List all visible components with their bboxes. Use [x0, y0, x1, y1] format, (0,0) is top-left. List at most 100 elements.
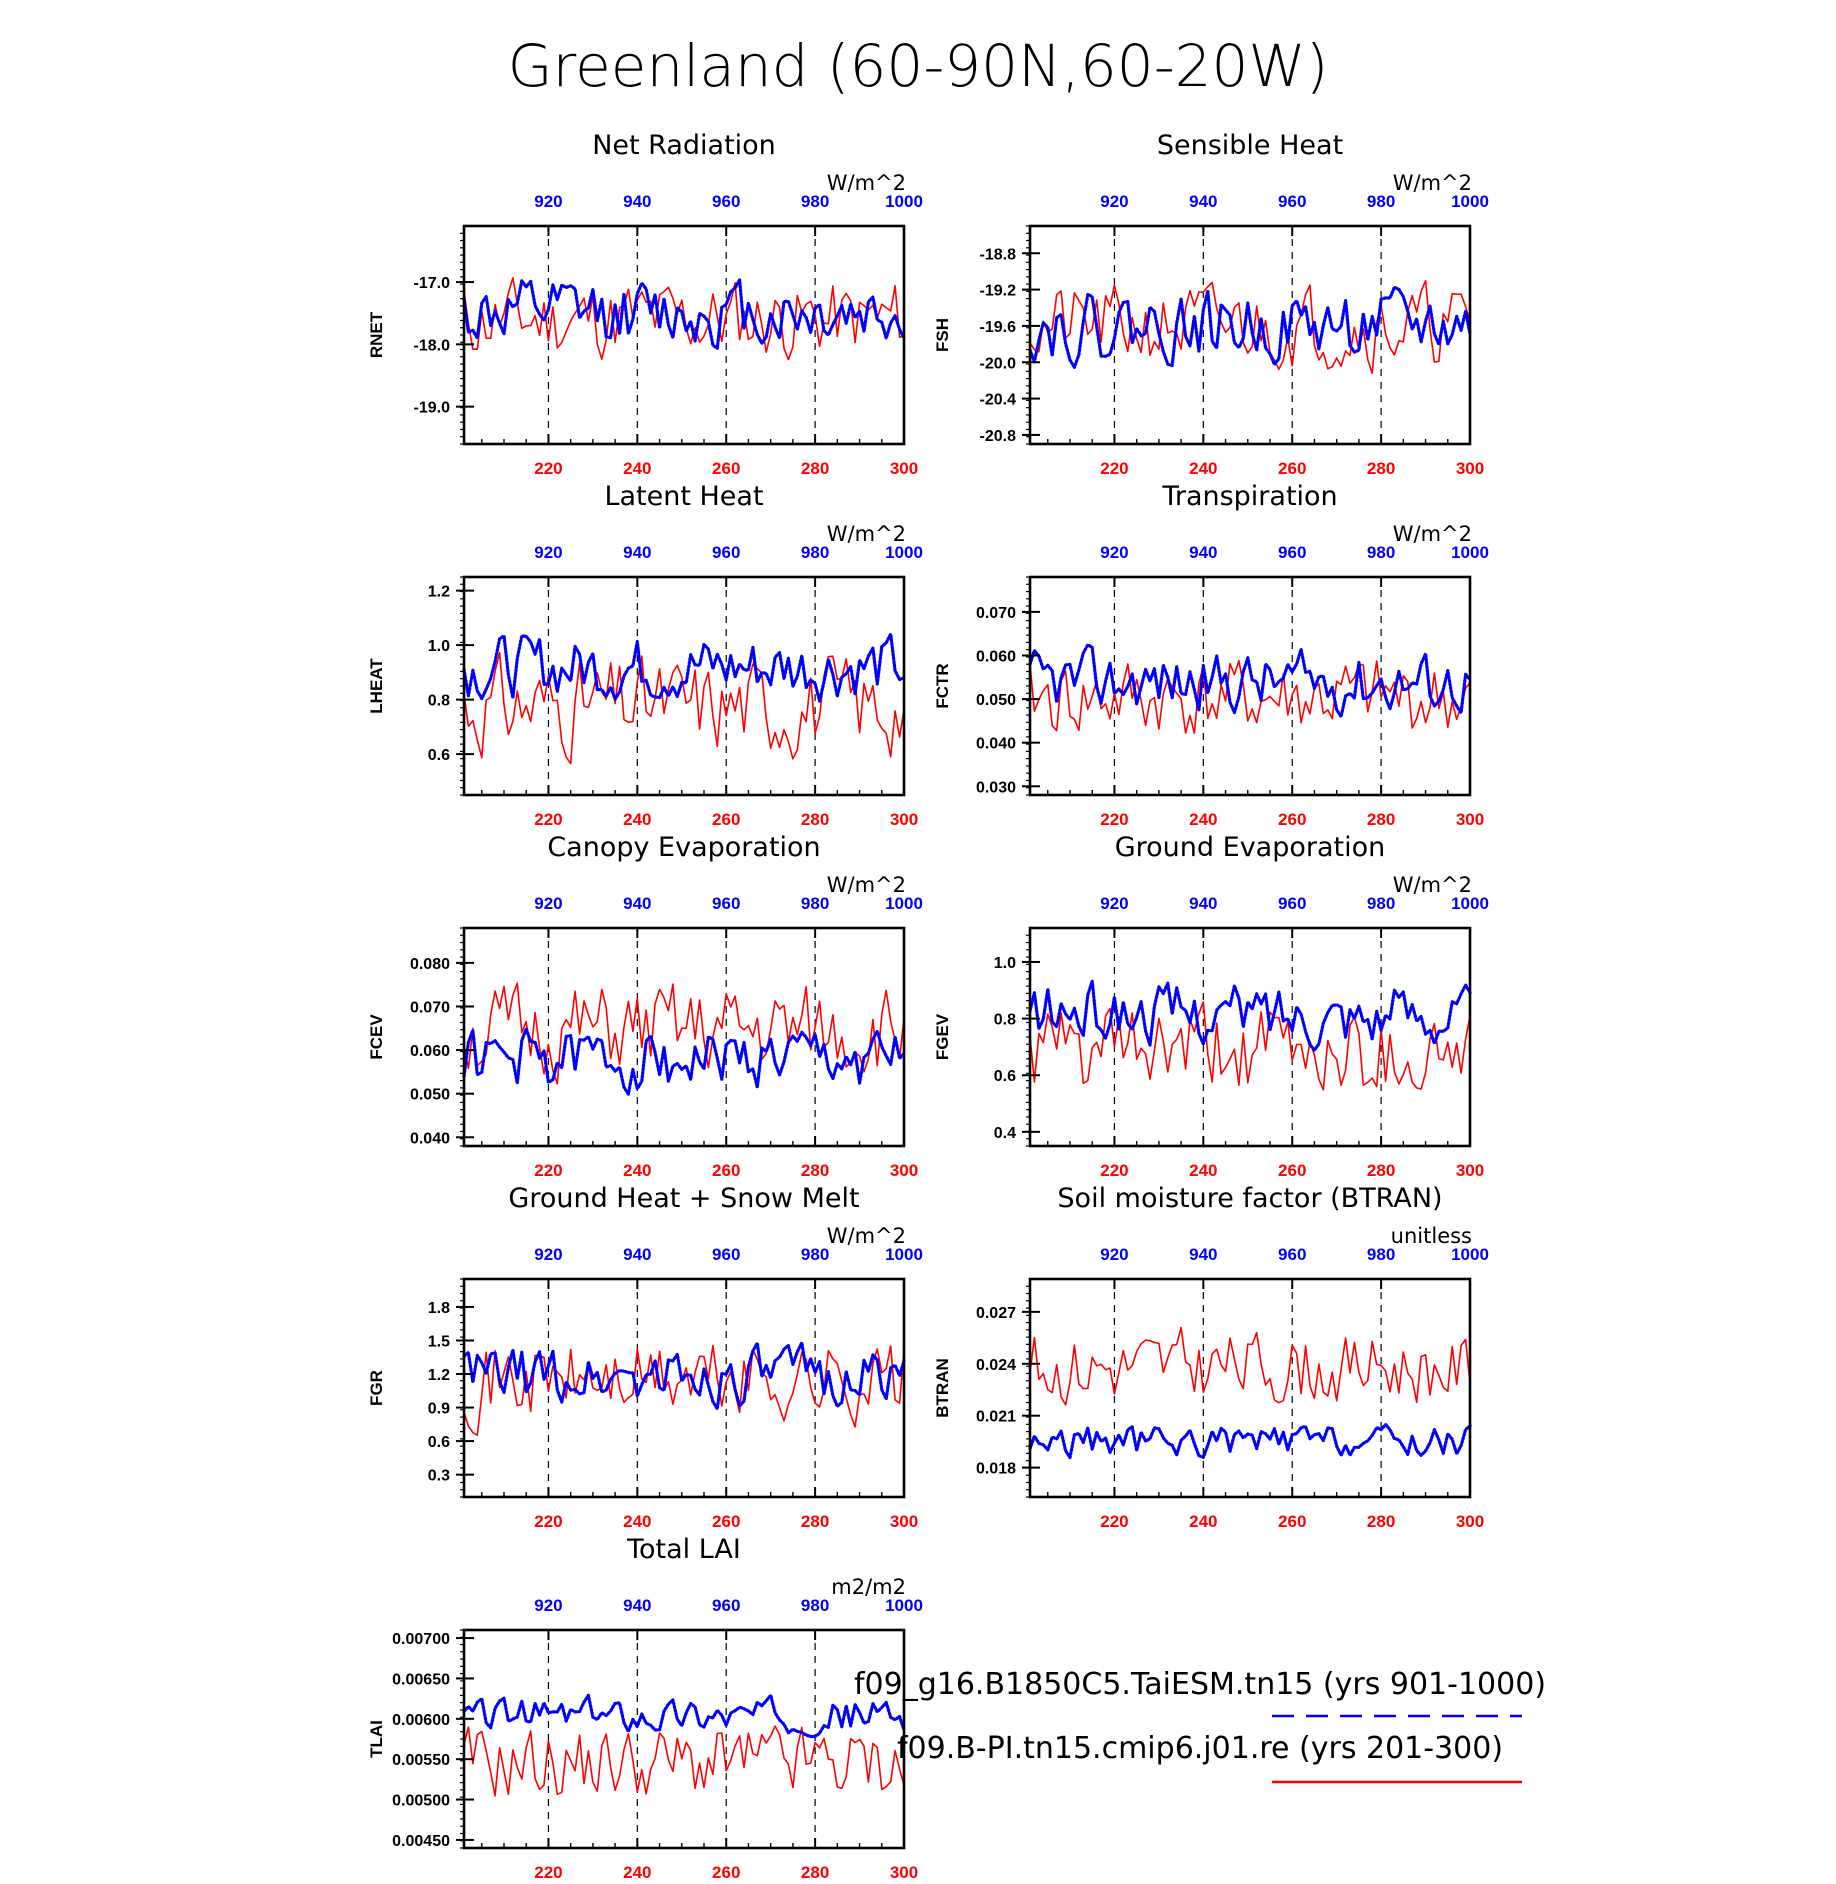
- series-line-taiesm-blue: [462, 278, 906, 350]
- panel-fctr: Transpiration W/m^2 FCTR 220 240 260 280 300 920…: [933, 481, 1489, 829]
- x-tick-label-bottom: 300: [1456, 810, 1484, 829]
- y-tick-label: 0.080: [410, 956, 450, 973]
- panel-fgr: Ground Heat + Snow Melt W/m^2 FGR 220 240 260…: [367, 1183, 923, 1531]
- x-tick-label-bottom: 260: [712, 459, 740, 478]
- x-tick-label-bottom: 300: [890, 1161, 918, 1180]
- x-tick-label-bottom: 300: [1456, 1512, 1484, 1531]
- x-tick-label-top: 960: [1278, 1245, 1306, 1264]
- x-tick-label-bottom: 240: [623, 1161, 651, 1180]
- y-tick-label: 1.2: [428, 1367, 450, 1384]
- x-tick-label-bottom: 240: [1189, 459, 1217, 478]
- x-tick-label-bottom: 240: [1189, 1512, 1217, 1531]
- x-tick-label-bottom: 280: [801, 1863, 829, 1882]
- x-tick-label-bottom: 220: [1100, 1161, 1128, 1180]
- y-axis-label: LHEAT: [367, 658, 386, 714]
- y-tick-label: 0.024: [976, 1357, 1016, 1374]
- panel-title: Ground Evaporation: [1115, 832, 1386, 863]
- x-tick-label-bottom: 220: [534, 1161, 562, 1180]
- y-tick-label: 0.040: [410, 1130, 450, 1147]
- series-line-taiesm-blue: [1028, 643, 1472, 719]
- y-axis-label: RNET: [367, 311, 386, 358]
- x-tick-label-top: 960: [712, 543, 740, 562]
- x-tick-label-top: 1000: [885, 543, 923, 562]
- x-tick-label-top: 1000: [1451, 1245, 1489, 1264]
- x-tick-label-top: 980: [801, 894, 829, 913]
- x-tick-label-top: 940: [623, 543, 651, 562]
- units-label: W/m^2: [827, 1224, 906, 1248]
- legend-label-cmip6: f09.B-PI.tn15.cmip6.j01.re (yrs 201-300): [897, 1731, 1503, 1766]
- x-tick-label-top: 1000: [885, 894, 923, 913]
- y-tick-label: 0.060: [410, 1043, 450, 1060]
- x-tick-label-bottom: 240: [1189, 1161, 1217, 1180]
- legend: f09_g16.B1850C5.TaiESM.tn15 (yrs 901-100…: [854, 1667, 1546, 1784]
- x-tick-label-bottom: 260: [1278, 1512, 1306, 1531]
- x-tick-label-top: 940: [623, 894, 651, 913]
- y-axis-label: FCTR: [933, 663, 952, 708]
- x-tick-label-top: 940: [623, 192, 651, 211]
- y-tick-label: 0.00600: [392, 1712, 450, 1729]
- y-tick-label: 0.6: [428, 747, 450, 764]
- y-tick-label: 0.4: [994, 1125, 1016, 1142]
- figure-title: Greenland (60-90N,60-20W): [508, 32, 1329, 100]
- panel-title: Net Radiation: [592, 130, 776, 161]
- y-tick-label: -20.0: [980, 355, 1017, 372]
- x-tick-label-top: 920: [534, 1245, 562, 1264]
- x-tick-label-bottom: 220: [534, 1512, 562, 1531]
- y-tick-label: -20.4: [980, 392, 1017, 409]
- x-tick-label-top: 980: [1367, 894, 1395, 913]
- series-line-taiesm-blue: [1028, 1422, 1472, 1460]
- series-line-cmip6-red: [463, 982, 905, 1085]
- x-tick-label-top: 980: [801, 192, 829, 211]
- x-tick-label-bottom: 260: [712, 1863, 740, 1882]
- y-tick-label: 0.070: [410, 999, 450, 1016]
- units-label: W/m^2: [1393, 522, 1472, 546]
- x-tick-label-top: 1000: [1451, 192, 1489, 211]
- y-tick-label: -19.6: [980, 319, 1017, 336]
- series-line-taiesm-blue: [1028, 979, 1472, 1052]
- series-line-taiesm-blue: [462, 1026, 906, 1096]
- y-tick-label: -18.8: [980, 246, 1017, 263]
- units-label: W/m^2: [827, 873, 906, 897]
- y-tick-label: 0.021: [976, 1409, 1016, 1426]
- units-label: m2/m2: [831, 1575, 906, 1599]
- x-tick-label-top: 1000: [1451, 543, 1489, 562]
- panel-title: Transpiration: [1161, 481, 1337, 512]
- x-tick-label-bottom: 280: [801, 459, 829, 478]
- x-tick-label-top: 980: [1367, 1245, 1395, 1264]
- y-tick-label: 0.00500: [392, 1793, 450, 1810]
- x-tick-label-top: 940: [1189, 543, 1217, 562]
- y-axis-label: FGR: [367, 1370, 386, 1406]
- panel-fcev: Canopy Evaporation W/m^2 FCEV 220 240 260 280 3…: [367, 832, 923, 1180]
- x-tick-label-bottom: 260: [712, 1161, 740, 1180]
- x-tick-label-top: 940: [623, 1596, 651, 1615]
- panel-title: Sensible Heat: [1157, 130, 1343, 161]
- x-tick-label-top: 960: [1278, 543, 1306, 562]
- x-tick-label-bottom: 220: [1100, 459, 1128, 478]
- y-tick-label: 0.6: [428, 1434, 450, 1451]
- x-tick-label-top: 920: [1100, 1245, 1128, 1264]
- x-tick-label-top: 980: [1367, 192, 1395, 211]
- series-line-cmip6-red: [1029, 659, 1471, 735]
- plot-frame: [462, 1277, 906, 1499]
- y-axis-label: FCEV: [367, 1014, 386, 1060]
- y-tick-label: 0.027: [976, 1305, 1016, 1322]
- y-tick-label: 0.00550: [392, 1752, 450, 1769]
- y-tick-label: 1.5: [428, 1333, 450, 1350]
- x-tick-label-top: 980: [801, 1245, 829, 1264]
- x-tick-label-top: 1000: [885, 192, 923, 211]
- x-tick-label-top: 920: [534, 543, 562, 562]
- y-tick-label: 0.070: [976, 605, 1016, 622]
- x-tick-label-top: 920: [534, 1596, 562, 1615]
- x-tick-label-top: 960: [712, 1245, 740, 1264]
- y-tick-label: 0.9: [428, 1401, 450, 1418]
- x-tick-label-bottom: 280: [801, 810, 829, 829]
- panels: Net Radiation W/m^2 RNET 220 240 260 280 300 920…: [367, 130, 1489, 1882]
- x-tick-label-top: 940: [623, 1245, 651, 1264]
- x-tick-label-bottom: 240: [1189, 810, 1217, 829]
- x-tick-label-top: 920: [1100, 894, 1128, 913]
- series-line-cmip6-red: [463, 1344, 905, 1436]
- x-tick-label-top: 1000: [885, 1245, 923, 1264]
- x-tick-label-top: 980: [1367, 543, 1395, 562]
- x-tick-label-bottom: 220: [534, 810, 562, 829]
